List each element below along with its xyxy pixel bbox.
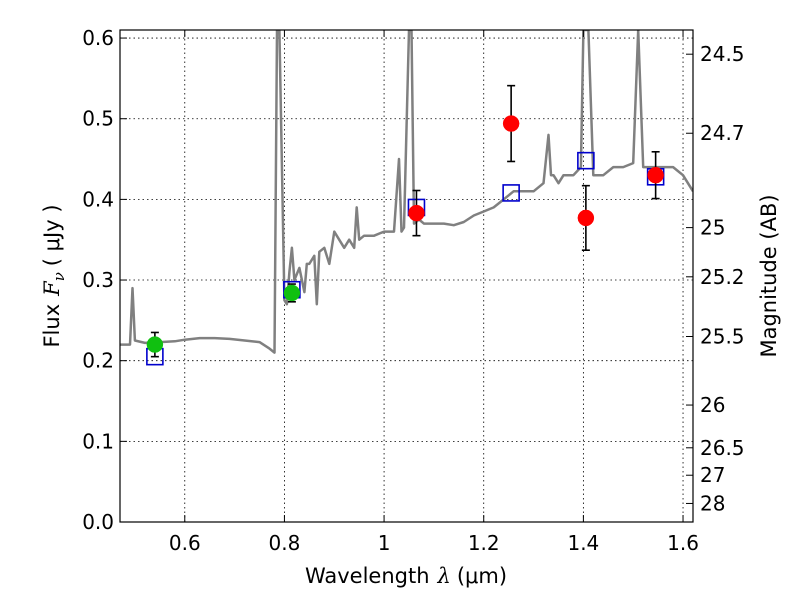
axis-tick-labels: 0.6 0.8 1 1.2 1.4 1.6 0.0 0.1 0.2 0.3 0.4 0.5 0.6 24.… (82, 26, 744, 555)
y2-axis-label: Magnitude (AB) (757, 194, 781, 357)
x-tick-label: 1.2 (468, 531, 500, 555)
y2-tick-label: 26.5 (700, 436, 745, 460)
y-tick-label: 0.1 (82, 429, 114, 453)
x-tick-label: 1.6 (667, 531, 699, 555)
y2-tick-label: 27 (700, 463, 725, 487)
axis-ticks (120, 30, 693, 523)
y-tick-label: 0.2 (82, 349, 114, 373)
x-axis-label: Wavelength λ (μm) (305, 564, 507, 588)
y2-tick-label: 28 (700, 491, 725, 515)
x-tick-label: 0.8 (269, 531, 301, 555)
photometry-point (283, 284, 301, 302)
y-tick-label: 0.0 (82, 510, 114, 534)
y-tick-label: 0.5 (82, 107, 114, 131)
photometry-point (408, 204, 425, 222)
y2-tick-label: 25.2 (700, 265, 745, 289)
y2-tick-label: 25.5 (700, 324, 745, 348)
y-tick-label: 0.4 (82, 187, 114, 211)
photometry-point (146, 336, 164, 353)
photometry-point (577, 209, 595, 227)
y-axis-label: FluxFν( μJy ) (40, 204, 68, 347)
y2-tick-label: 25 (700, 216, 725, 240)
y2-tick-label: 24.7 (700, 121, 745, 145)
bandpass-square (577, 151, 595, 170)
photometry-point (502, 115, 520, 132)
data-marks (146, 84, 665, 366)
y2-tick-label: 24.5 (700, 42, 745, 66)
spectrum-line (120, 30, 693, 354)
plot-frame (119, 29, 694, 523)
y-tick-label: 0.3 (82, 268, 114, 292)
x-tick-label: 1.4 (567, 531, 599, 555)
y2-tick-label: 26 (700, 393, 725, 417)
photometry-point (647, 166, 664, 184)
x-tick-label: 0.6 (169, 531, 201, 555)
grid (120, 30, 693, 523)
bandpass-square (502, 184, 520, 202)
plot-area (120, 30, 693, 366)
x-tick-label: 1 (378, 531, 391, 555)
y-tick-label: 0.6 (82, 26, 114, 50)
